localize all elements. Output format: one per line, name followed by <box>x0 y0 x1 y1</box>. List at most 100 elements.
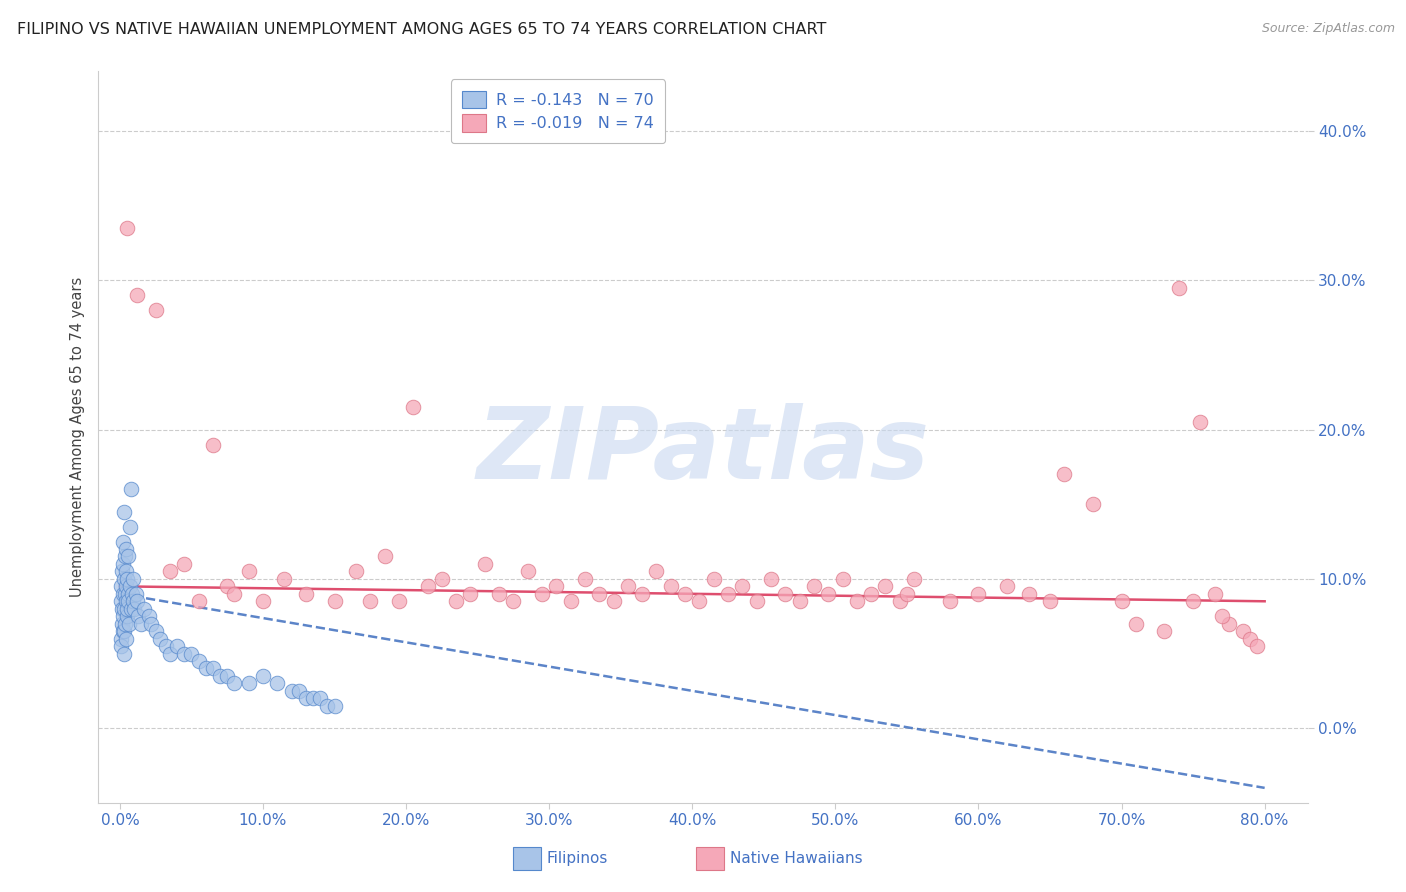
Point <box>1182 594 1205 608</box>
Point <box>845 594 868 608</box>
Point <box>115 579 138 593</box>
Point <box>209 669 232 683</box>
Point <box>112 572 135 586</box>
Point <box>967 587 990 601</box>
Point <box>114 616 136 631</box>
Point <box>831 572 853 586</box>
Point <box>1232 624 1254 639</box>
Point <box>803 579 825 593</box>
Point <box>180 647 202 661</box>
Point <box>155 639 177 653</box>
Point <box>673 587 696 601</box>
Point <box>125 288 148 302</box>
Point <box>127 609 149 624</box>
Point <box>323 594 346 608</box>
Point <box>110 632 132 646</box>
Point <box>201 437 224 451</box>
Point <box>903 572 925 586</box>
Point <box>115 542 138 557</box>
Point <box>574 572 596 586</box>
Point <box>295 691 318 706</box>
Point <box>110 594 132 608</box>
Point <box>110 579 132 593</box>
Point <box>631 587 654 601</box>
Point <box>145 624 167 639</box>
Point <box>1053 467 1076 482</box>
Y-axis label: Unemployment Among Ages 65 to 74 years: Unemployment Among Ages 65 to 74 years <box>69 277 84 598</box>
Point <box>875 579 897 593</box>
Point <box>1239 632 1261 646</box>
Point <box>516 565 538 579</box>
Point <box>1246 639 1268 653</box>
Point <box>344 565 367 579</box>
Point <box>173 647 195 661</box>
Text: Filipinos: Filipinos <box>547 852 609 866</box>
Point <box>444 594 467 608</box>
Point <box>302 691 325 706</box>
Point <box>1204 587 1226 601</box>
Point <box>1167 281 1189 295</box>
Point <box>112 609 135 624</box>
Point <box>717 587 740 601</box>
Point <box>560 594 582 608</box>
Point <box>1018 587 1040 601</box>
Point <box>117 594 139 608</box>
Point <box>460 587 482 601</box>
Point <box>359 594 381 608</box>
Point <box>120 601 142 615</box>
Point <box>159 565 181 579</box>
Point <box>224 676 246 690</box>
Point <box>602 594 624 608</box>
Point <box>111 624 134 639</box>
Point <box>141 616 163 631</box>
Point <box>531 587 554 601</box>
Point <box>775 587 797 601</box>
Point <box>502 594 524 608</box>
Point <box>252 669 274 683</box>
Point <box>121 587 143 601</box>
Point <box>217 669 239 683</box>
Point <box>273 572 295 586</box>
Point <box>112 587 135 601</box>
Point <box>111 565 134 579</box>
Point <box>688 594 710 608</box>
Point <box>112 647 135 661</box>
Point <box>117 587 139 601</box>
Point <box>1211 609 1233 624</box>
Point <box>316 698 339 713</box>
Point <box>112 534 135 549</box>
Point <box>201 661 224 675</box>
Point <box>138 609 160 624</box>
Point <box>659 579 682 593</box>
Point <box>159 647 181 661</box>
Point <box>115 609 138 624</box>
Point <box>117 549 139 564</box>
Point <box>588 587 610 601</box>
Point <box>939 594 962 608</box>
Point <box>114 565 136 579</box>
Point <box>217 579 239 593</box>
Point <box>110 639 132 653</box>
Point <box>402 401 425 415</box>
Point <box>224 587 246 601</box>
Point <box>134 601 156 615</box>
Point <box>323 698 346 713</box>
Point <box>122 601 145 615</box>
Point <box>1218 616 1240 631</box>
Point <box>474 557 496 571</box>
Point <box>124 587 146 601</box>
Point <box>1039 594 1062 608</box>
Legend: R = -0.143   N = 70, R = -0.019   N = 74: R = -0.143 N = 70, R = -0.019 N = 74 <box>451 79 665 143</box>
Point <box>111 601 134 615</box>
Point <box>114 587 136 601</box>
Point <box>295 587 318 601</box>
Point <box>1125 616 1147 631</box>
Text: ZIPatlas: ZIPatlas <box>477 403 929 500</box>
Point <box>187 594 209 608</box>
Point <box>118 616 141 631</box>
Point <box>114 594 136 608</box>
Point <box>896 587 918 601</box>
Point <box>1111 594 1133 608</box>
Point <box>115 632 138 646</box>
Point <box>238 565 260 579</box>
